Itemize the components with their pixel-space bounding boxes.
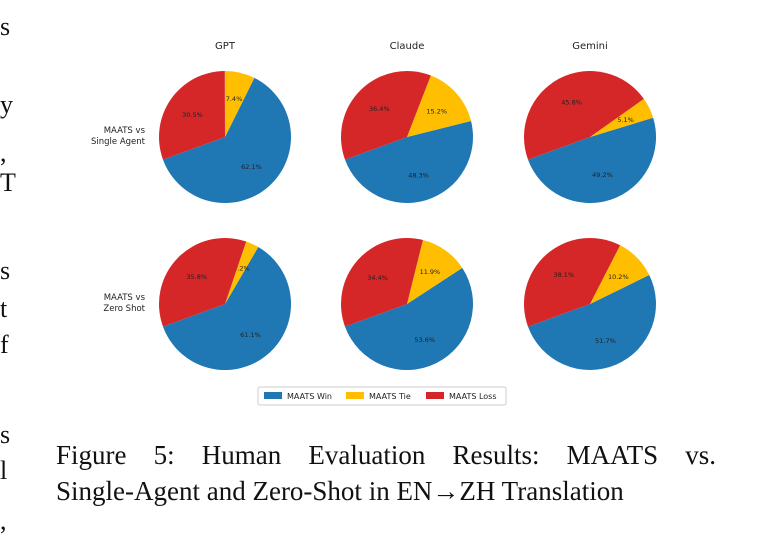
legend-swatch [264, 392, 282, 399]
slice-label: 34.4% [367, 274, 388, 282]
caption-line-1: Figure 5: Human Evaluation Results: MAAT… [56, 440, 716, 470]
pie-slice-tie [407, 75, 472, 137]
margin-fragment: t [0, 294, 8, 323]
pie-slice-win [162, 246, 291, 370]
margin-fragment: T [0, 168, 16, 197]
margin-fragment: y [0, 90, 13, 119]
slice-label: 45.8% [561, 98, 582, 106]
caption-line-2: Single-Agent and Zero-Shot in EN→ZH Tran… [56, 476, 624, 506]
slice-label: 53.6% [414, 336, 435, 344]
column-title: Gemini [572, 41, 608, 52]
pie-slice-loss [341, 237, 423, 327]
pie-slice-tie [224, 70, 255, 137]
row-label: MAATS vs Single Agent [91, 126, 146, 147]
slice-label: 5.1% [617, 116, 634, 124]
margin-fragment: f [0, 330, 9, 359]
margin-fragment: s [0, 256, 11, 285]
pie-slice-tie [225, 241, 259, 304]
row-label: MAATS vs Zero Shot [103, 293, 145, 314]
pie-slice-loss [158, 237, 247, 327]
pie-slice-tie [590, 98, 654, 137]
margin-fragment: s [0, 420, 11, 449]
slice-label: 62.1% [241, 163, 262, 171]
pie-slice-win [527, 117, 657, 204]
figure-caption: Figure 5: Human Evaluation Results: MAAT… [56, 437, 716, 509]
slice-label: 61.1% [240, 331, 261, 339]
slice-label: 38.1% [553, 271, 574, 279]
pie-slice-win [162, 77, 291, 203]
slice-label: 49.2% [592, 171, 613, 179]
pie-slice-win [527, 274, 656, 370]
margin-fragment: s [0, 12, 11, 41]
pie-slice-tie [590, 245, 650, 304]
slice-label: 10.2% [608, 273, 629, 281]
pie-slice-win [344, 120, 473, 203]
pie-slice-loss [523, 70, 644, 160]
slice-label: 11.9% [420, 268, 441, 276]
pie-slice-loss [524, 238, 621, 327]
pie-slice-tie [407, 239, 463, 304]
slice-label: 15.2% [426, 107, 447, 115]
slice-label: 51.7% [595, 337, 616, 345]
margin-fragment: , [0, 506, 7, 535]
margin-fragment: , [0, 138, 7, 167]
pie-slice-loss [340, 70, 431, 160]
slice-label: 35.8% [186, 273, 207, 281]
legend-label: MAATS Win [287, 392, 332, 401]
pie-slice-loss [159, 71, 225, 160]
slice-label: 7.4% [226, 95, 243, 103]
margin-fragment: l [0, 456, 8, 485]
slice-label: 30.5% [182, 111, 203, 119]
slice-label: 3.2% [233, 265, 250, 273]
pie-slice-win [344, 267, 474, 370]
slice-label: 48.3% [408, 171, 429, 179]
column-title: Claude [390, 41, 425, 52]
slice-label: 36.4% [369, 105, 390, 113]
legend-swatch [426, 392, 444, 399]
legend-swatch [346, 392, 364, 399]
legend-label: MAATS Tie [369, 392, 411, 401]
pie-chart-grid: GPT Claude Gemini MAATS vs Single Agent MAATS… [91, 41, 657, 406]
column-title: GPT [215, 41, 236, 52]
legend-box [257, 386, 507, 406]
legend-label: MAATS Loss [449, 392, 497, 401]
